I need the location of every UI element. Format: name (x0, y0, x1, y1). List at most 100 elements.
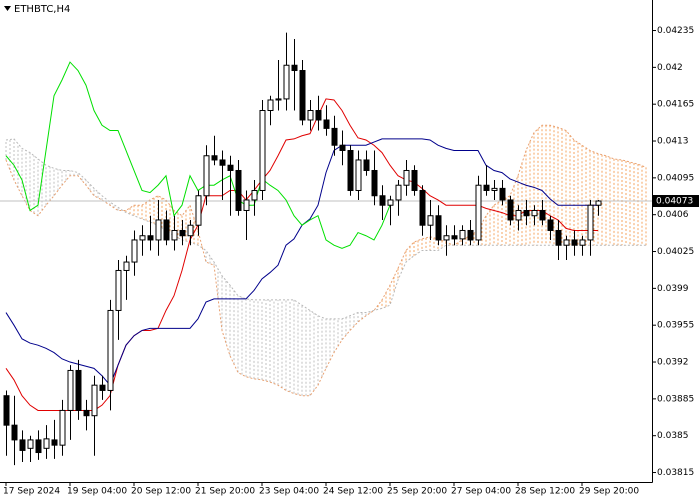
candle-body (555, 229, 562, 246)
candle-body (403, 169, 410, 186)
y-tick-label: 0.03815 (657, 468, 694, 478)
candle-body (539, 209, 546, 221)
x-tick-label: 19 Sep 04:00 (67, 487, 127, 497)
candle-body (259, 110, 266, 191)
candle-body (443, 235, 450, 241)
candle-body (371, 169, 378, 197)
candle-body (547, 219, 554, 231)
candle-body (379, 195, 386, 206)
candle-body (227, 164, 234, 171)
x-tick-label: 23 Sep 04:00 (259, 487, 319, 497)
candle-body (411, 169, 418, 191)
candle-body (35, 439, 42, 454)
candle-body (171, 229, 178, 241)
candle-body (363, 159, 370, 171)
candle-body (115, 269, 122, 311)
y-tick-label: 0.03885 (657, 394, 694, 404)
candle-body (195, 195, 202, 226)
candle-body (83, 409, 90, 417)
senkou-span-a (5, 124, 647, 397)
y-tick-label: 0.042 (657, 63, 683, 73)
symbol-menu-icon[interactable] (4, 6, 11, 11)
candle-body (219, 159, 226, 166)
y-tick-label: 0.0413 (657, 137, 689, 147)
x-tick-label: 17 Sep 2024 (3, 487, 60, 497)
candle-body (131, 239, 138, 263)
candle-body (419, 189, 426, 226)
y-tick-label: 0.0385 (657, 431, 689, 441)
candle-body (43, 438, 50, 449)
candle-body (355, 159, 362, 191)
candle-body (579, 239, 586, 246)
candle-body (571, 239, 578, 246)
y-tick-label: 0.04165 (657, 100, 694, 110)
candle-body (395, 184, 402, 201)
x-tick-label: 29 Sep 20:00 (579, 487, 639, 497)
candle-body (51, 439, 58, 446)
y-tick-label: 0.0406 (657, 210, 689, 220)
candle-body (59, 409, 66, 446)
candle-body (435, 215, 442, 241)
candle-body (3, 395, 10, 426)
candle-body (427, 215, 434, 226)
candle-body (331, 127, 338, 146)
last-price-label: 0.04073 (656, 197, 693, 207)
x-tick-label: 28 Sep 12:00 (515, 487, 575, 497)
candle-body (283, 64, 290, 100)
x-tick-label: 20 Sep 12:00 (131, 487, 191, 497)
candle-body (315, 110, 322, 121)
candle-body (187, 224, 194, 237)
candle-body (99, 384, 106, 391)
y-tick-label: 0.04235 (657, 26, 694, 36)
candle-body (499, 187, 506, 201)
candle-body (243, 199, 250, 211)
y-tick-label: 0.03955 (657, 321, 694, 331)
candle-body (251, 189, 258, 201)
chart-title: ETHBTC,H4 (14, 4, 70, 15)
candle-body (91, 384, 98, 417)
candle-body (123, 261, 130, 271)
candle-body (563, 239, 570, 246)
senkou-span-b (5, 138, 646, 320)
candle-body (203, 155, 210, 197)
y-tick-label: 0.04095 (657, 173, 694, 183)
candle-body (451, 235, 458, 240)
candle-body (155, 219, 162, 241)
candle-body (467, 229, 474, 241)
candle-body (587, 204, 594, 241)
plot-area (0, 32, 652, 466)
indicator-line (5, 61, 391, 249)
y-tick-label: 0.0399 (657, 284, 689, 294)
candle-body (483, 184, 490, 191)
candle-body (307, 110, 314, 121)
candle-body (507, 199, 514, 221)
candle-body (347, 149, 354, 191)
x-tick-label: 21 Sep 20:00 (195, 487, 255, 497)
candle-body (179, 229, 186, 237)
x-tick-label: 24 Sep 12:00 (323, 487, 383, 497)
y-tick-label: 0.0392 (657, 358, 689, 368)
candle-body (147, 235, 154, 241)
candle-body (275, 98, 282, 101)
candle-body (163, 219, 170, 241)
y-tick-label: 0.04025 (657, 247, 694, 257)
candle-body (75, 369, 82, 411)
candle-body (19, 439, 26, 451)
candle-body (211, 155, 218, 161)
indicator-line (5, 98, 598, 411)
x-tick-label: 25 Sep 20:00 (387, 487, 447, 497)
candle-body (459, 229, 466, 240)
last-price-tag (653, 195, 699, 208)
candle-body (291, 64, 298, 72)
candle-body (267, 99, 274, 112)
candle-body (387, 199, 394, 206)
candle-body (523, 209, 530, 217)
candle-body (531, 209, 538, 217)
candle-body (595, 200, 602, 206)
candle-body (235, 169, 242, 211)
candle-body (139, 235, 146, 241)
candle-body (107, 309, 114, 391)
candle-body (27, 439, 34, 449)
